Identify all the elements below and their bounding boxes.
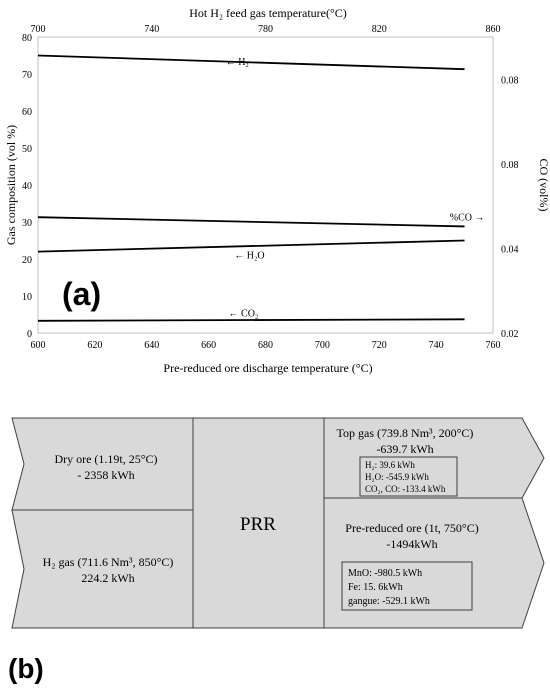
pre-reduced-ore-value: -1494kWh [386, 537, 437, 551]
y-axis-title: Gas composition (vol %) [4, 125, 18, 245]
panel-label-a: (a) [62, 276, 101, 312]
x-axis-title: Pre-reduced ore discharge temperature (°… [163, 361, 372, 375]
top-tick-label: 700 [31, 24, 46, 35]
y2-axis-title: CO (vol%) [537, 159, 550, 212]
h2-gas-value: 224.2 kWh [81, 571, 134, 585]
top-gas-output-block [323, 417, 545, 499]
x-tick-label: 660 [201, 340, 216, 351]
y-tick-label: 60 [22, 107, 32, 118]
series-layer: ← H₂ %CO → ← H₂O ← CO₂ [37, 54, 485, 322]
y-tick-label: 0 [27, 329, 32, 340]
x-tick-label: 680 [258, 340, 273, 351]
pre-reduced-ore-detail-box [341, 561, 473, 611]
h2-gas-title: H₂ gas (711.6 Nm³, 850°C) [43, 555, 174, 569]
series-line-co [37, 216, 465, 228]
series-label-h: ← H₂ [226, 57, 249, 68]
x-tick-label: 720 [372, 340, 387, 351]
y2-tick-label: 0.02 [501, 329, 519, 340]
series-label-co: %CO → [450, 212, 485, 223]
series-line-h [37, 54, 465, 71]
prr-block [192, 417, 325, 629]
top-gas-title: Top gas (739.8 Nm³, 200°C) [337, 426, 474, 440]
y2-tick-label: 0.08 [501, 160, 519, 171]
series-label-ho: ← H₂O [234, 251, 264, 262]
series-line-co [37, 318, 465, 322]
top-gas-detail-h2: H₂: 39.6 kWh [365, 460, 415, 470]
top-gas-detail-co: CO₂, CO: -133.4 kWh [365, 484, 446, 494]
ore-detail-fe: Fe: 15. 6kWh [348, 582, 403, 593]
top-axis-ticks: 700 740 780 820 860 [31, 24, 501, 35]
composition-chart: Hot H₂ feed gas temperature(°C) 700 740 78… [4, 6, 550, 375]
right-axis-ticks: 0.02 0.04 0.08 0.08 [501, 75, 519, 340]
bottom-axis-ticks: 600 620 640 660 680 700 720 740 760 [31, 340, 501, 351]
x-tick-label: 620 [87, 340, 102, 351]
energy-balance-diagram: Dry ore (1.19t, 25°C) - 2358 kWh H₂ gas … [8, 417, 545, 684]
y-tick-label: 30 [22, 218, 32, 229]
prr-label: PRR [240, 514, 276, 535]
pre-reduced-ore-title: Pre-reduced ore (1t, 750°C) [345, 521, 478, 535]
x-tick-label: 640 [144, 340, 159, 351]
dry-ore-title: Dry ore (1.19t, 25°C) [54, 452, 157, 466]
panel-label-b: (b) [8, 653, 44, 684]
dry-ore-value: - 2358 kWh [77, 468, 134, 482]
y-tick-label: 20 [22, 255, 32, 266]
pre-reduced-ore-output-block [323, 497, 545, 629]
h2-gas-input-block [11, 509, 194, 629]
series-line-ho [37, 239, 465, 253]
plot-area-frame [37, 36, 494, 334]
y2-tick-label: 0.08 [501, 75, 519, 86]
y-tick-label: 10 [22, 292, 32, 303]
x-tick-label: 760 [486, 340, 501, 351]
top-tick-label: 740 [144, 24, 159, 35]
top-tick-label: 780 [258, 24, 273, 35]
x-tick-label: 700 [315, 340, 330, 351]
series-label-co: ← CO₂ [229, 309, 259, 320]
x-tick-label: 740 [429, 340, 444, 351]
ore-detail-gangue: gangue: -529.1 kWh [348, 596, 430, 607]
top-gas-detail-h2o: H₂O: -545.9 kWh [365, 472, 429, 482]
top-axis-title: Hot H₂ feed gas temperature(°C) [189, 6, 347, 20]
y2-tick-label: 0.04 [501, 244, 519, 255]
y-tick-label: 50 [22, 144, 32, 155]
y-tick-label: 80 [22, 33, 32, 44]
x-tick-label: 600 [31, 340, 46, 351]
y-tick-label: 70 [22, 70, 32, 81]
top-tick-label: 860 [486, 24, 501, 35]
ore-detail-mno: MnO: -980.5 kWh [348, 568, 422, 579]
left-axis-ticks: 0 10 20 30 40 50 60 70 80 [22, 33, 32, 340]
top-tick-label: 820 [372, 24, 387, 35]
top-gas-detail-box [359, 456, 458, 497]
y-tick-label: 40 [22, 181, 32, 192]
top-gas-value: -639.7 kWh [376, 442, 433, 456]
